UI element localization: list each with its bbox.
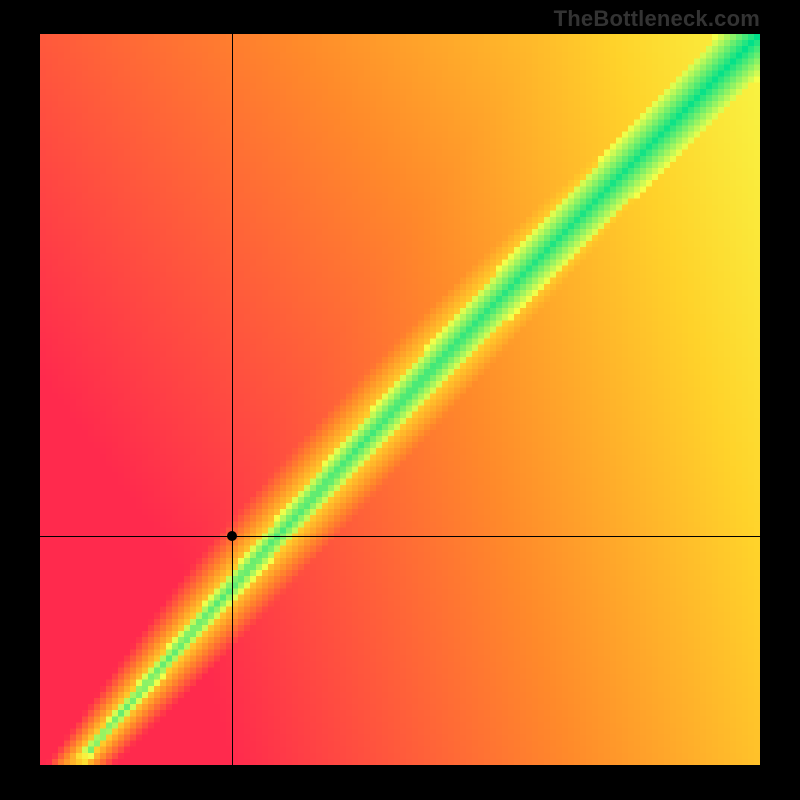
crosshair-vertical <box>232 34 233 765</box>
chart-container: TheBottleneck.com <box>0 0 800 800</box>
crosshair-horizontal <box>40 536 760 537</box>
watermark-text: TheBottleneck.com <box>554 6 760 32</box>
heatmap-canvas <box>40 34 760 765</box>
crosshair-point <box>227 531 237 541</box>
plot-area <box>40 34 760 765</box>
